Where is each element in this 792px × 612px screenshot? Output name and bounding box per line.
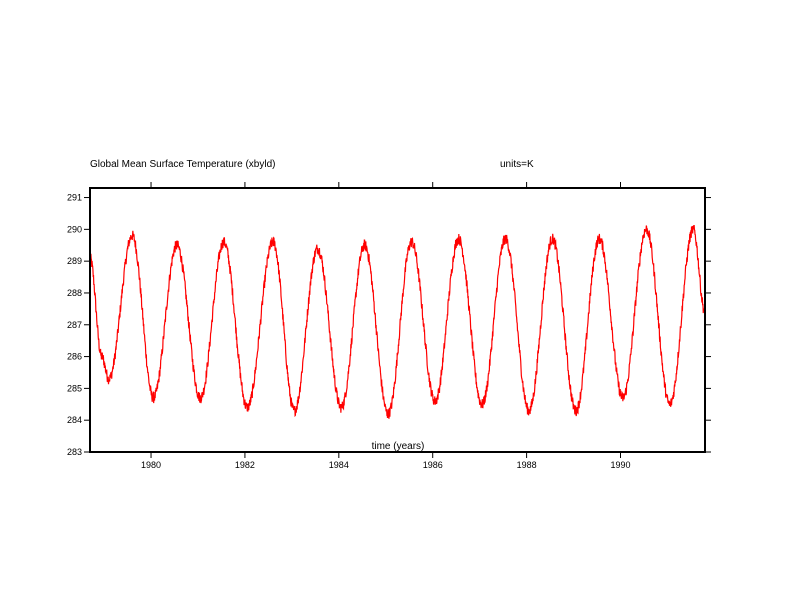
y-tick-label: 284 <box>67 415 82 425</box>
series-layer <box>90 224 705 419</box>
plot-frame <box>89 187 706 453</box>
y-tick-label: 286 <box>67 352 82 362</box>
x-tick-label: 1986 <box>423 460 443 470</box>
units-label: units=K <box>500 159 534 170</box>
x-tick-label: 1990 <box>610 460 630 470</box>
x-tick-label: 1988 <box>517 460 537 470</box>
y-tick-label: 289 <box>67 256 82 266</box>
y-tick-label: 287 <box>67 320 82 330</box>
y-tick-label: 290 <box>67 224 82 234</box>
y-tick-label: 288 <box>67 288 82 298</box>
y-tick-label: 283 <box>67 447 82 457</box>
y-tick-label: 285 <box>67 383 82 393</box>
x-tick-label: 1982 <box>235 460 255 470</box>
x-tick-label: 1984 <box>329 460 349 470</box>
chart-title: Global Mean Surface Temperature (xbyld) <box>90 159 275 170</box>
axis-ticks: 1980 1982 1984 1986 1988 1990 283 284 285 286 287 2… <box>67 182 711 470</box>
x-axis-label: time (years) <box>372 441 425 452</box>
y-tick-label: 291 <box>67 193 82 203</box>
series-line <box>90 224 705 419</box>
x-tick-label: 1980 <box>141 460 161 470</box>
